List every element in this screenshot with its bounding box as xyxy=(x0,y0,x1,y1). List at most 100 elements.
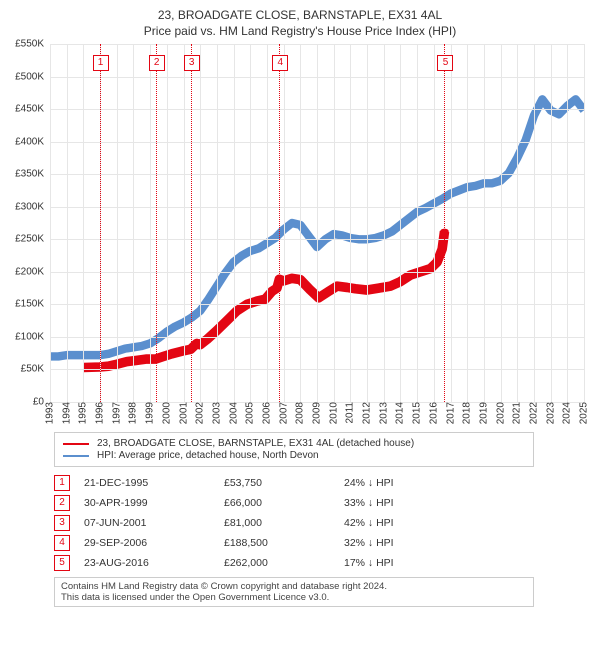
sale-date: 23-AUG-2016 xyxy=(84,557,224,569)
x-tick-label: 2022 xyxy=(528,402,539,424)
plot-area: 12345 xyxy=(50,44,584,402)
x-tick-label: 1993 xyxy=(45,402,56,424)
sale-marker-line xyxy=(444,44,445,402)
gridline-v xyxy=(250,44,251,402)
gridline-v xyxy=(50,44,51,402)
x-tick-label: 2003 xyxy=(211,402,222,424)
legend: 23, BROADGATE CLOSE, BARNSTAPLE, EX31 4A… xyxy=(54,432,534,467)
sale-price: £66,000 xyxy=(224,497,344,509)
gridline-v xyxy=(150,44,151,402)
gridline-v xyxy=(284,44,285,402)
gridline-v xyxy=(517,44,518,402)
x-tick-label: 2021 xyxy=(512,402,523,424)
sale-marker-box: 1 xyxy=(93,55,109,71)
sale-date: 07-JUN-2001 xyxy=(84,517,224,529)
sale-number-box: 2 xyxy=(54,495,70,511)
sale-marker-line xyxy=(156,44,157,402)
sale-price: £188,500 xyxy=(224,537,344,549)
y-tick-label: £150K xyxy=(15,299,44,310)
gridline-v xyxy=(167,44,168,402)
sale-diff: 32% ↓ HPI xyxy=(344,537,464,549)
legend-row-hpi: HPI: Average price, detached house, Nort… xyxy=(63,450,525,461)
x-tick-label: 2012 xyxy=(362,402,373,424)
x-tick-label: 1999 xyxy=(145,402,156,424)
x-tick-label: 2004 xyxy=(228,402,239,424)
x-tick-label: 2015 xyxy=(412,402,423,424)
title-subtitle: Price paid vs. HM Land Registry's House … xyxy=(10,24,590,38)
sale-date: 21-DEC-1995 xyxy=(84,477,224,489)
x-tick-label: 2008 xyxy=(295,402,306,424)
sale-diff: 33% ↓ HPI xyxy=(344,497,464,509)
x-tick-label: 2010 xyxy=(328,402,339,424)
x-tick-label: 2005 xyxy=(245,402,256,424)
gridline-v xyxy=(417,44,418,402)
gridline-v xyxy=(200,44,201,402)
y-tick-label: £400K xyxy=(15,136,44,147)
sale-date: 30-APR-1999 xyxy=(84,497,224,509)
gridline-v xyxy=(484,44,485,402)
x-axis-labels: 1993199419951996199719981999200020012002… xyxy=(50,402,584,424)
gridline-v xyxy=(350,44,351,402)
legend-swatch-hpi xyxy=(63,455,89,457)
table-row: 307-JUN-2001£81,00042% ↓ HPI xyxy=(54,513,534,533)
x-tick-label: 2009 xyxy=(312,402,323,424)
x-tick-label: 2018 xyxy=(462,402,473,424)
x-tick-label: 1994 xyxy=(61,402,72,424)
gridline-v xyxy=(367,44,368,402)
gridline-v xyxy=(384,44,385,402)
x-tick-label: 2014 xyxy=(395,402,406,424)
x-tick-label: 2024 xyxy=(562,402,573,424)
x-tick-label: 1998 xyxy=(128,402,139,424)
gridline-v xyxy=(551,44,552,402)
gridline-v xyxy=(67,44,68,402)
sale-marker-line xyxy=(100,44,101,402)
gridline-v xyxy=(400,44,401,402)
x-tick-label: 2000 xyxy=(161,402,172,424)
x-tick-label: 2007 xyxy=(278,402,289,424)
footer-line-1: Contains HM Land Registry data © Crown c… xyxy=(61,581,527,592)
legend-row-property: 23, BROADGATE CLOSE, BARNSTAPLE, EX31 4A… xyxy=(63,438,525,449)
x-tick-label: 2025 xyxy=(579,402,590,424)
x-tick-label: 2006 xyxy=(261,402,272,424)
legend-swatch-property xyxy=(63,443,89,445)
sale-number-box: 5 xyxy=(54,555,70,571)
x-tick-label: 2017 xyxy=(445,402,456,424)
sale-number-box: 3 xyxy=(54,515,70,531)
x-tick-label: 2011 xyxy=(345,402,356,424)
sale-diff: 42% ↓ HPI xyxy=(344,517,464,529)
gridline-v xyxy=(83,44,84,402)
table-row: 2 30-APR-1999£66,00033% ↓ HPI xyxy=(54,493,534,513)
gridline-v xyxy=(300,44,301,402)
y-tick-label: £0 xyxy=(33,397,44,408)
y-tick-label: £550K xyxy=(15,39,44,50)
x-tick-label: 1995 xyxy=(78,402,89,424)
sales-table: 121-DEC-1995£53,75024% ↓ HPI230-APR-1999… xyxy=(54,473,534,573)
y-tick-label: £100K xyxy=(15,331,44,342)
y-tick-label: £300K xyxy=(15,201,44,212)
gridline-v xyxy=(133,44,134,402)
gridline-v xyxy=(234,44,235,402)
sale-number-box: 4 xyxy=(54,535,70,551)
y-tick-label: £50K xyxy=(21,364,44,375)
x-tick-label: 1997 xyxy=(111,402,122,424)
gridline-v xyxy=(467,44,468,402)
table-row: 523-AUG-2016£262,00017% ↓ HPI xyxy=(54,553,534,573)
footer-line-2: This data is licensed under the Open Gov… xyxy=(61,592,527,603)
sale-date: 29-SEP-2006 xyxy=(84,537,224,549)
sale-diff: 24% ↓ HPI xyxy=(344,477,464,489)
gridline-v xyxy=(317,44,318,402)
x-tick-label: 1996 xyxy=(95,402,106,424)
legend-label-property: 23, BROADGATE CLOSE, BARNSTAPLE, EX31 4A… xyxy=(97,438,414,449)
y-tick-label: £450K xyxy=(15,104,44,115)
x-tick-label: 2016 xyxy=(428,402,439,424)
chart-area: £0£50K£100K£150K£200K£250K£300K£350K£400… xyxy=(50,44,584,424)
gridline-v xyxy=(534,44,535,402)
gridline-v xyxy=(117,44,118,402)
titles: 23, BROADGATE CLOSE, BARNSTAPLE, EX31 4A… xyxy=(10,8,590,38)
x-tick-label: 2023 xyxy=(545,402,556,424)
y-axis-labels: £0£50K£100K£150K£200K£250K£300K£350K£400… xyxy=(10,44,46,402)
gridline-v xyxy=(184,44,185,402)
x-tick-label: 2020 xyxy=(495,402,506,424)
gridline-v xyxy=(267,44,268,402)
x-tick-label: 2002 xyxy=(195,402,206,424)
